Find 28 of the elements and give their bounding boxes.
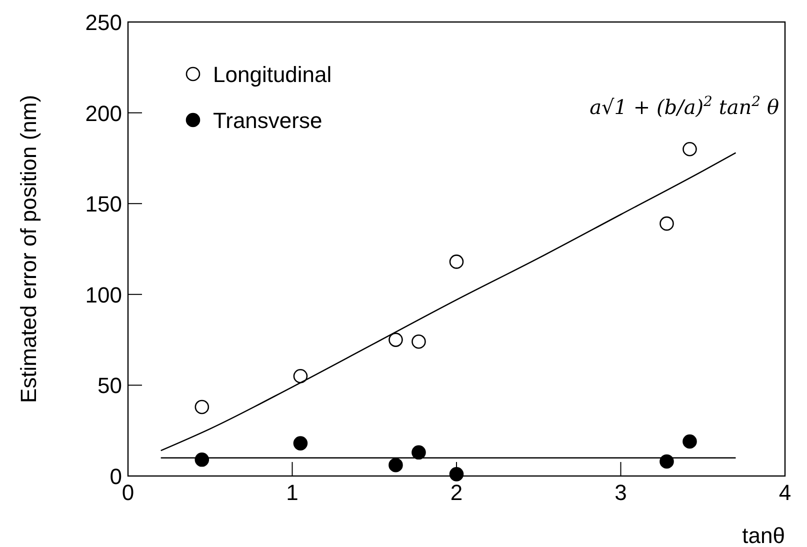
y-tick-label: 0 (110, 464, 122, 489)
point (293, 436, 308, 450)
point (412, 445, 426, 460)
x-tick-label: 3 (614, 480, 627, 505)
x-axis-title: tanθ (742, 523, 785, 547)
y-tick-label: 200 (85, 100, 122, 126)
point (682, 434, 697, 449)
point (293, 368, 308, 384)
y-tick-label: 100 (85, 282, 122, 308)
point (388, 332, 403, 347)
point (449, 467, 464, 482)
legend-label: Transverse (213, 108, 322, 133)
x-tick-label: 4 (778, 480, 792, 505)
y-tick-label: 150 (85, 192, 122, 217)
y-axis-title: Estimated error of position (nm) (16, 94, 41, 404)
x-tick-label: 1 (286, 480, 298, 505)
point (682, 142, 697, 156)
point (388, 458, 403, 472)
y-tick-label: 250 (85, 10, 122, 35)
point (412, 334, 426, 349)
point (194, 400, 210, 414)
point (660, 216, 674, 231)
annotation: a√1 + (b/a)$^{2}$ tan$^{2}$ θ (590, 94, 779, 119)
line-series (160, 152, 736, 452)
x-tick-label: 2 (450, 480, 463, 505)
y-tick-label: 50 (98, 373, 122, 398)
legend-label: Longitudinal (213, 62, 332, 87)
point (449, 254, 464, 269)
